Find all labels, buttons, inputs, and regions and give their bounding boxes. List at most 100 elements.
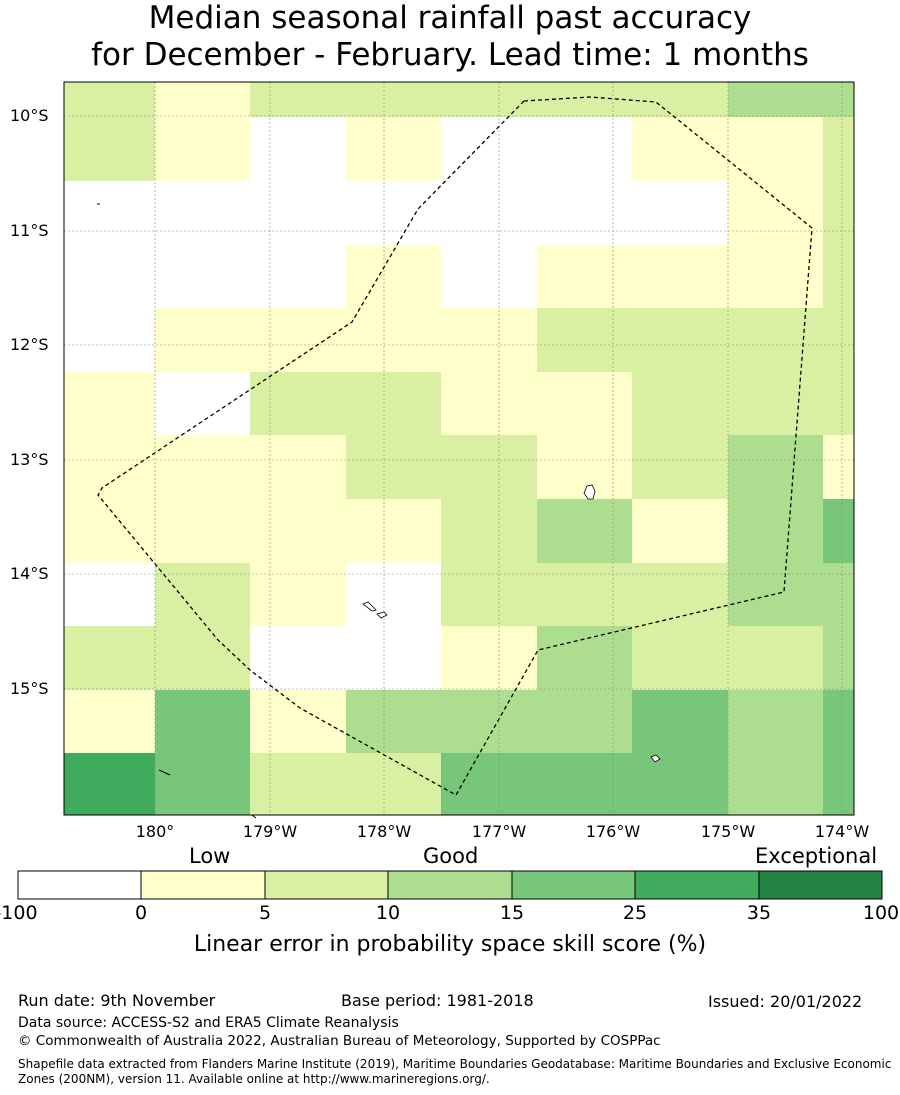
colorbar-tick-label: 35	[746, 902, 772, 924]
colorbar-tick-label: -100	[0, 902, 38, 924]
island-shape	[158, 769, 171, 776]
longitude-label: 179°W	[242, 822, 298, 841]
grid-cell	[155, 245, 250, 308]
island-shape	[583, 484, 596, 500]
grid-cell	[155, 117, 250, 181]
grid-cell	[823, 372, 854, 435]
category-good: Good	[423, 844, 479, 868]
category-low: Low	[189, 844, 231, 868]
grid-cell	[64, 626, 155, 690]
longitude-label: 177°W	[471, 822, 527, 841]
grid-cell	[728, 563, 823, 626]
grid-cell	[537, 435, 632, 499]
grid-cell	[441, 753, 537, 815]
grid-cell	[823, 499, 854, 563]
grid-cell	[64, 181, 155, 245]
colorbar	[17, 870, 883, 900]
grid-cell	[441, 117, 537, 181]
grid-cell	[632, 690, 728, 753]
grid-cell	[728, 372, 823, 435]
grid-cell	[155, 435, 250, 499]
run-date: Run date: 9th November	[18, 991, 216, 1010]
island-shape	[376, 611, 388, 619]
grid-cell	[823, 626, 854, 690]
grid-cell	[250, 563, 346, 626]
grid-cell	[537, 372, 632, 435]
grid-cell	[728, 308, 823, 372]
latitude-label: 10°S	[10, 106, 49, 125]
grid-cell	[346, 753, 441, 815]
grid-cell	[632, 626, 728, 690]
title-line-2: for December - February. Lead time: 1 mo…	[91, 37, 809, 73]
grid-cell	[632, 82, 728, 117]
grid-cell	[346, 690, 441, 753]
grid-cell	[346, 435, 441, 499]
map-frame	[63, 81, 855, 816]
colorbar-tick-label: 100	[862, 902, 900, 924]
category-exceptional: Exceptional	[755, 844, 878, 868]
grid-cell	[346, 117, 441, 181]
grid-cell	[155, 753, 250, 815]
grid-cell	[823, 753, 854, 815]
grid-cell	[537, 626, 632, 690]
grid-cell	[441, 690, 537, 753]
grid-cell	[346, 626, 441, 690]
grid-cell	[64, 499, 155, 563]
eez-boundary	[97, 96, 813, 796]
grid-cell	[728, 499, 823, 563]
shapefile-credit-line-1: Shapefile data extracted from Flanders M…	[18, 1057, 892, 1071]
grid-cell	[250, 181, 346, 245]
map-title: Median seasonal rainfall past accuracy f…	[0, 0, 900, 74]
grid-cell	[64, 690, 155, 753]
shapefile-credit-line-2: Zones (200NM), version 11. Available onl…	[18, 1072, 490, 1086]
grid-cell	[537, 690, 632, 753]
grid-cell	[64, 435, 155, 499]
grid-cell	[728, 626, 823, 690]
grid-cell	[537, 499, 632, 563]
title-line-1: Median seasonal rainfall past accuracy	[148, 0, 752, 36]
grid-cell	[64, 308, 155, 372]
grid-cell	[250, 499, 346, 563]
grid-cell	[346, 82, 441, 117]
longitude-label: 180°	[135, 822, 175, 841]
grid-cell	[250, 372, 346, 435]
skill-grid-cells	[64, 82, 854, 815]
grid-cell	[537, 245, 632, 308]
grid-cell	[441, 181, 537, 245]
longitude-label: 175°W	[700, 822, 756, 841]
grid-cell	[441, 563, 537, 626]
grid-cell	[346, 181, 441, 245]
grid-cell	[537, 308, 632, 372]
grid-cell	[155, 82, 250, 117]
grid-cell	[250, 308, 346, 372]
grid-cell	[632, 181, 728, 245]
latitude-label: 14°S	[10, 564, 49, 583]
issued-date: Issued: 20/01/2022	[708, 992, 863, 1011]
colorbar-tick-label: 5	[258, 902, 272, 924]
island-shape	[650, 754, 661, 763]
grid-cell	[823, 181, 854, 245]
grid-cell	[250, 117, 346, 181]
grid-cell	[441, 245, 537, 308]
base-period: Base period: 1981-2018	[341, 991, 534, 1010]
grid-cell	[632, 435, 728, 499]
grid-cell	[823, 82, 854, 117]
grid-cell	[441, 499, 537, 563]
grid-cell	[250, 435, 346, 499]
grid-cell	[823, 308, 854, 372]
colorbar-segment	[758, 870, 883, 900]
grid-cell	[346, 372, 441, 435]
grid-cell	[155, 499, 250, 563]
grid-cell	[632, 245, 728, 308]
colorbar-segment	[264, 870, 389, 900]
grid-cell	[728, 82, 823, 117]
grid-cell	[250, 626, 346, 690]
grid-cell	[537, 181, 632, 245]
colorbar-tick-label: 25	[622, 902, 648, 924]
grid-cell	[537, 117, 632, 181]
grid-cell	[823, 690, 854, 753]
latitude-label: 12°S	[10, 335, 49, 354]
colorbar-segment	[140, 870, 266, 900]
grid-cell	[346, 308, 441, 372]
